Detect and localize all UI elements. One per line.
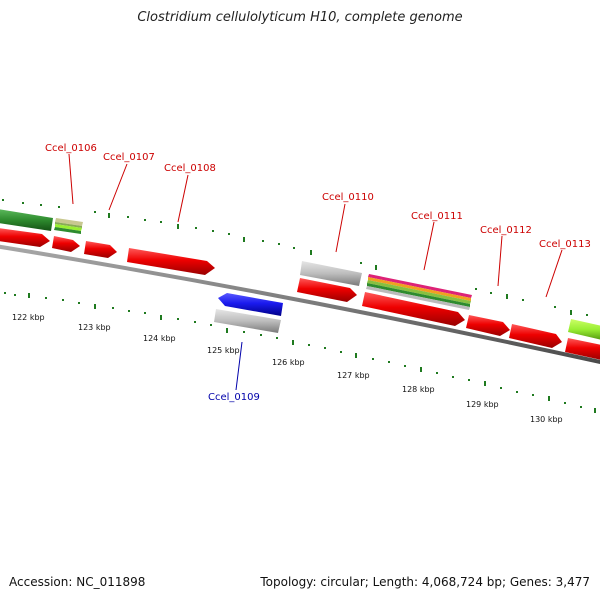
genome-backbone xyxy=(0,244,600,364)
inner-ruler xyxy=(4,292,596,413)
cds-ccel-0112-arrow xyxy=(466,315,510,336)
gene-label-ccel-0108[interactable]: Ccel_0108 xyxy=(164,163,216,174)
cds-next-arrow xyxy=(565,338,600,360)
accession-text: Accession: NC_011898 xyxy=(9,575,146,589)
gene-label-ccel-0106[interactable]: Ccel_0106 xyxy=(45,143,97,154)
tick-label-124: 124 kbp xyxy=(143,334,176,343)
feature-track-upper xyxy=(0,209,600,340)
gene-label-ccel-0111[interactable]: Ccel_0111 xyxy=(411,211,463,222)
map-title: Clostridium cellulolyticum H10, complete… xyxy=(137,10,463,25)
cds-ccel-0109-arrow xyxy=(218,293,283,316)
feature-light-green xyxy=(568,319,600,340)
cds-ccel-0108-arrow xyxy=(127,248,215,275)
tick-label-129: 129 kbp xyxy=(466,400,499,409)
label-leaders xyxy=(68,153,563,391)
cds-ccel-0113-arrow xyxy=(509,324,562,348)
feature-grey-lower xyxy=(214,309,281,333)
cds-ccel-0111-arrow xyxy=(362,292,465,326)
feature-stripe-block-left xyxy=(54,218,83,234)
tick-label-126: 126 kbp xyxy=(272,358,305,367)
cds-ccel-0107b-arrow xyxy=(84,241,117,258)
gene-label-ccel-0113[interactable]: Ccel_0113 xyxy=(539,239,591,250)
feature-dark-green xyxy=(0,209,53,231)
tick-label-130: 130 kbp xyxy=(530,415,563,424)
tick-label-125: 125 kbp xyxy=(207,346,240,355)
feature-stripe-block-right xyxy=(366,274,472,310)
genome-summary-text: Topology: circular; Length: 4,068,724 bp… xyxy=(260,575,590,589)
gene-labels: Ccel_0106 Ccel_0107 Ccel_0108 Ccel_0109 … xyxy=(45,143,591,403)
reverse-feature-track xyxy=(214,293,283,333)
gene-label-ccel-0109[interactable]: Ccel_0109 xyxy=(208,392,260,403)
scale-tick-labels: 122 kbp 123 kbp 124 kbp 125 kbp 126 kbp … xyxy=(12,313,563,424)
tick-label-122: 122 kbp xyxy=(12,313,45,322)
tick-label-127: 127 kbp xyxy=(337,371,370,380)
tick-label-128: 128 kbp xyxy=(402,385,435,394)
cds-ccel-0107-arrow xyxy=(52,236,80,252)
feature-grey-upper xyxy=(300,261,362,286)
gene-label-ccel-0110[interactable]: Ccel_0110 xyxy=(322,192,374,203)
gene-label-ccel-0112[interactable]: Ccel_0112 xyxy=(480,225,532,236)
cds-ccel-0110-arrow xyxy=(297,278,357,302)
outer-ruler xyxy=(2,199,588,316)
tick-label-123: 123 kbp xyxy=(78,323,111,332)
gene-label-ccel-0107[interactable]: Ccel_0107 xyxy=(103,152,155,163)
cds-ccel-0106-arrow xyxy=(0,228,50,247)
forward-cds-track xyxy=(0,228,600,360)
